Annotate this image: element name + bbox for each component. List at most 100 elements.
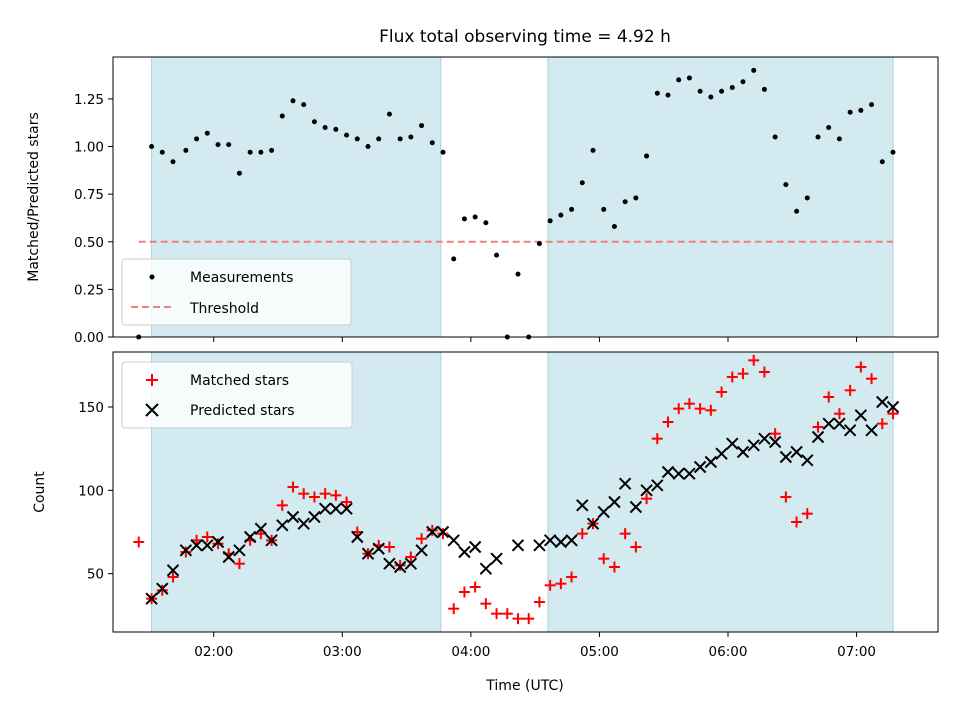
matched-star-point [437,528,449,540]
measurement-point [579,180,585,186]
matched-star-point [844,384,856,396]
y-tick-label: 100 [78,483,104,499]
matched-star-point [308,491,320,503]
measurement-point [149,144,155,150]
top-legend: Measurements Threshold [121,258,352,326]
measurement-point [826,124,832,130]
predicted-star-point [383,557,396,570]
measurement-point [269,147,275,153]
matched-star-point [780,491,792,503]
predicted-star-point [308,510,321,524]
predicted-star-point [608,495,621,509]
measurement-point [879,159,885,165]
x-axis-label: Time (UTC) [485,678,563,694]
predicted-star-point [490,552,503,565]
measurement-point [783,182,789,188]
matched-star-point [598,553,610,565]
matched-star-point [833,408,845,420]
measurement-point [279,113,285,119]
predicted-star-point [479,562,493,575]
y-tick-label: 50 [87,567,104,583]
matched-star-point [801,508,813,520]
predicted-star-point [222,550,235,564]
measurement-point [536,241,542,247]
measurement-point [365,144,371,150]
measurement-point [569,206,575,212]
x-tick-label: 07:00 [837,644,876,660]
matched-star-point [491,608,503,620]
measurement-point [665,92,671,98]
top-x-ticks [213,337,858,342]
predicted-star-point [404,557,418,570]
legend-measurements-label: Measurements [190,270,293,286]
matched-star-point [544,579,556,591]
matched-star-point [555,578,567,590]
measurement-point [215,142,221,148]
measurement-point [451,256,457,262]
measurement-point [440,149,446,155]
matched-star-point [383,541,395,553]
predicted-star-point [693,460,707,474]
x-tick-label: 05:00 [580,644,619,660]
matched-star-point [276,499,288,511]
matched-star-point [726,371,738,383]
predicted-star-point [801,454,814,467]
predicted-star-point [156,582,169,595]
matched-star-point [673,403,685,415]
predicted-star-point [790,445,803,459]
predicted-star-point [854,409,868,422]
predicted-star-point [833,417,846,430]
matched-star-point [694,403,706,415]
matched-star-point [501,608,513,620]
top-y-ticks: 0.00 0.25 0.50 0.75 1.00 1.25 [74,92,113,346]
legend-matched-label: Matched stars [190,373,289,389]
predicted-star-point [736,445,750,459]
predicted-star-point [511,539,525,552]
measurement-point [719,88,725,94]
legend-threshold-label: Threshold [189,301,259,317]
measurement-point [590,147,596,153]
measurement-point [708,94,714,100]
matched-star-point [201,531,213,543]
measurement-point [686,75,692,81]
measurement-point [194,136,200,142]
matched-star-point [287,481,299,493]
predicted-star-point [629,500,643,514]
predicted-star-point [426,525,439,539]
measurement-point [804,195,810,201]
matched-star-point [566,571,578,583]
predicted-star-point [758,432,771,445]
predicted-star-point [468,540,482,554]
predicted-star-point [618,477,632,490]
measurement-point [815,134,821,140]
predicted-star-point [340,502,353,515]
measurement-point [236,170,242,176]
matched-star-point [662,416,674,428]
matched-star-point [523,613,535,625]
measurement-point [333,126,339,132]
predicted-star-point [576,499,589,512]
predicted-star-point [886,400,900,414]
measurement-point [847,109,853,115]
predicted-star-point [458,545,471,559]
y-tick-label: 0.00 [74,330,104,346]
legend-matched-marker [146,374,158,386]
matched-star-point [705,404,717,416]
measurement-point [890,149,896,155]
measurement-point [494,252,500,258]
measurement-point [836,136,842,142]
measurement-point [751,67,757,73]
matched-star-point [716,386,728,398]
predicted-star-point [447,534,460,547]
predicted-star-point [865,424,878,437]
y-tick-label: 0.25 [74,282,104,298]
measurement-point [697,88,703,94]
predicted-star-point [543,534,557,547]
measurement-point [170,159,176,165]
matched-star-point [233,558,245,570]
matched-star-point [180,546,192,558]
top-y-axis-label: Matched/Predicted stars [26,112,42,282]
matched-star-point [823,391,835,403]
measurement-point [772,134,778,140]
